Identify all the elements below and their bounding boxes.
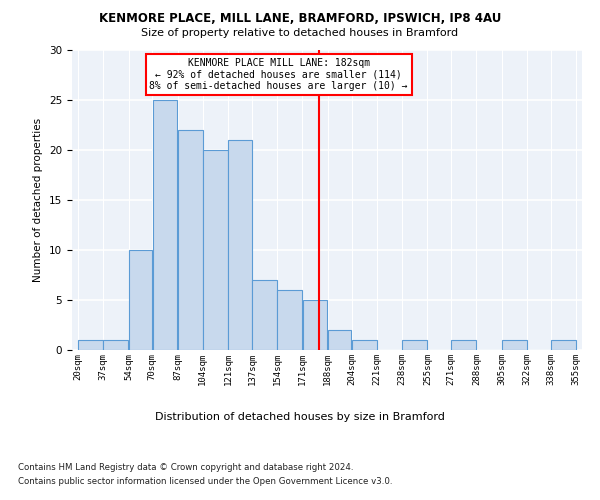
Text: KENMORE PLACE, MILL LANE, BRAMFORD, IPSWICH, IP8 4AU: KENMORE PLACE, MILL LANE, BRAMFORD, IPSW… <box>99 12 501 26</box>
Bar <box>303 300 328 350</box>
Bar <box>277 290 302 350</box>
Text: Size of property relative to detached houses in Bramford: Size of property relative to detached ho… <box>142 28 458 38</box>
Bar <box>103 340 128 350</box>
Bar <box>178 130 203 350</box>
Text: Contains public sector information licensed under the Open Government Licence v3: Contains public sector information licen… <box>18 478 392 486</box>
Text: KENMORE PLACE MILL LANE: 182sqm
← 92% of detached houses are smaller (114)
8% of: KENMORE PLACE MILL LANE: 182sqm ← 92% of… <box>149 58 408 91</box>
Bar <box>78 340 103 350</box>
Bar <box>129 250 152 350</box>
Y-axis label: Number of detached properties: Number of detached properties <box>34 118 43 282</box>
Text: Distribution of detached houses by size in Bramford: Distribution of detached houses by size … <box>155 412 445 422</box>
Bar <box>152 100 178 350</box>
Bar <box>403 340 427 350</box>
Bar <box>502 340 527 350</box>
Bar <box>451 340 476 350</box>
Bar <box>252 280 277 350</box>
Bar <box>328 330 351 350</box>
Bar <box>229 140 251 350</box>
Bar <box>352 340 377 350</box>
Bar <box>551 340 576 350</box>
Bar <box>203 150 228 350</box>
Text: Contains HM Land Registry data © Crown copyright and database right 2024.: Contains HM Land Registry data © Crown c… <box>18 462 353 471</box>
